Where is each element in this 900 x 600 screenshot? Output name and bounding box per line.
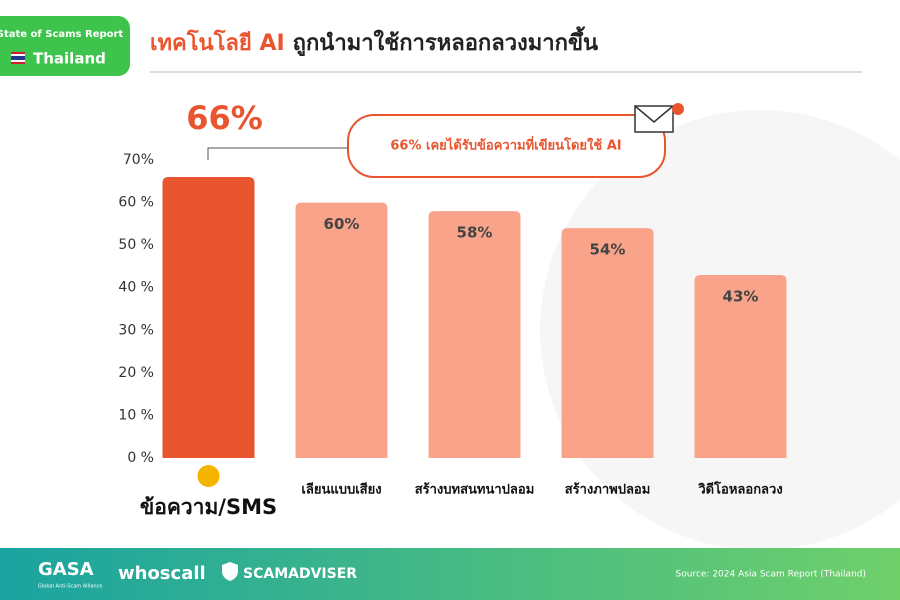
envelope-icon — [634, 105, 674, 133]
y-tick-label: 50 % — [118, 237, 154, 253]
x-tick-label: สร้างภาพปลอม — [565, 482, 651, 498]
source: Source: 2024 Asia Scam Report (Thailand) — [676, 570, 866, 580]
y-tick-label: 20 % — [118, 365, 154, 381]
badge-country: Thailand — [33, 50, 106, 68]
y-tick-label: 30 % — [118, 322, 154, 338]
chart-title: เทคโนโลยี AI ถูกนำมาใช้การหลอกลวงมากขึ้น — [150, 26, 598, 57]
badge — [0, 16, 130, 76]
scamadviser-logo: SCAMADVISER — [243, 566, 357, 582]
whoscall-logo: whoscall — [118, 563, 206, 584]
y-tick-label: 60 % — [118, 195, 154, 211]
gasa-logo: GASA — [38, 559, 94, 580]
y-tick-label: 70% — [123, 152, 154, 168]
footer-band — [0, 548, 900, 600]
value-label: 66% — [186, 99, 263, 137]
title-rest: ถูกนำมาใช้การหลอกลวงมากขึ้น — [293, 26, 598, 57]
y-tick-label: 0 % — [127, 450, 154, 466]
bar — [561, 228, 654, 458]
value-label: 43% — [723, 287, 759, 305]
x-tick-label: เลียนแบบเสียง — [301, 482, 381, 498]
connector — [207, 147, 348, 160]
bar — [428, 211, 521, 458]
shield-icon — [222, 562, 238, 581]
x-tick-label: สร้างบทสนทนาปลอม — [415, 482, 535, 498]
title-highlight: เทคโนโลยี AI — [150, 29, 285, 56]
flag-stripe — [11, 56, 25, 60]
badge-report: State of Scams Report — [0, 29, 123, 40]
y-tick-label: 10 % — [118, 407, 154, 423]
x-tick-label: วิดีโอหลอกลวง — [698, 481, 783, 498]
value-label: 60% — [324, 215, 360, 233]
y-tick-label: 40 % — [118, 280, 154, 296]
alert-burst — [197, 465, 220, 487]
annotation-box — [347, 114, 666, 178]
envelope-flap — [634, 105, 674, 123]
bar — [295, 202, 388, 458]
bar — [694, 274, 787, 458]
value-label: 54% — [590, 241, 626, 259]
annotation: 66% เคยได้รับข้อความที่เขียนโดยใช้ AI — [390, 136, 621, 154]
flag-stripe — [11, 52, 25, 54]
alert-dot — [672, 103, 684, 115]
bar — [162, 177, 255, 458]
value-label: 58% — [457, 224, 493, 242]
gasa-sub: Global Anti-Scam Alliance — [38, 584, 102, 590]
flag-stripe — [11, 62, 25, 64]
x-tick-label: ข้อความ/SMS — [140, 495, 277, 519]
